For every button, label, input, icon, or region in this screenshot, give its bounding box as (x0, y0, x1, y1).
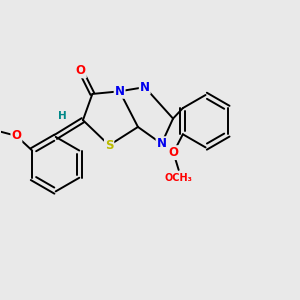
Text: N: N (115, 85, 124, 98)
Text: O: O (76, 64, 86, 77)
Text: O: O (168, 146, 178, 159)
Text: N: N (157, 137, 166, 150)
Text: N: N (140, 81, 150, 94)
Text: H: H (58, 111, 66, 121)
Text: S: S (105, 139, 113, 152)
Text: O: O (11, 129, 21, 142)
Text: OCH₃: OCH₃ (165, 172, 193, 182)
